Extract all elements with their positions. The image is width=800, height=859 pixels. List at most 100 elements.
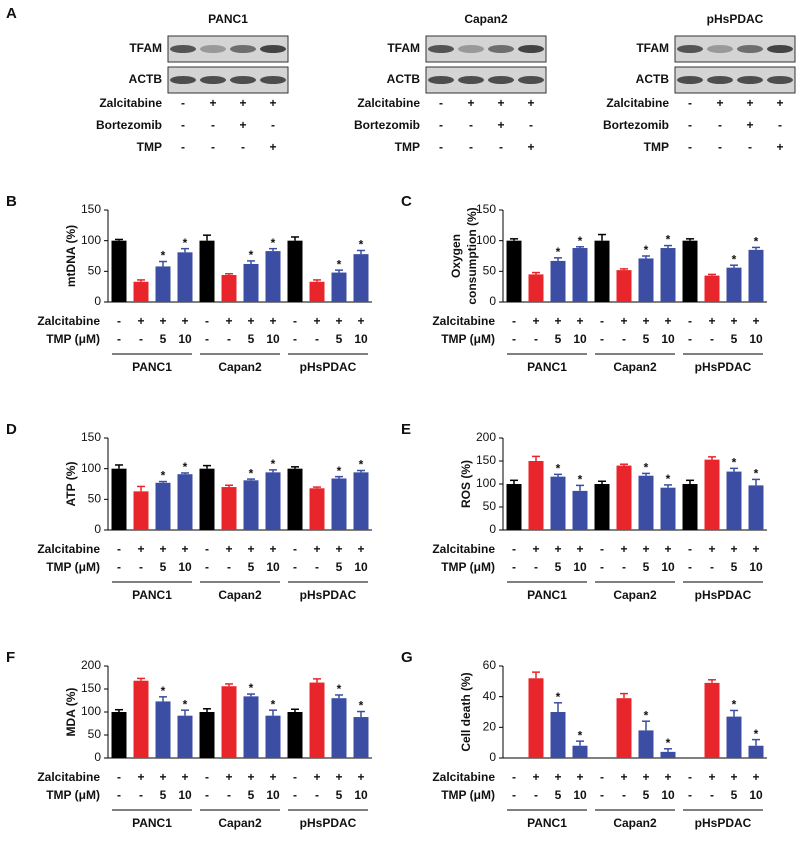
bar — [111, 468, 127, 530]
treatment-label: - — [227, 332, 231, 346]
error-bar — [247, 693, 255, 697]
treatment-label: + — [746, 96, 753, 110]
bar — [616, 698, 632, 758]
treatment-label: - — [622, 788, 626, 802]
treatment-label: - — [688, 332, 692, 346]
treatment-label: + — [752, 770, 759, 784]
treatment-label: - — [600, 314, 604, 328]
y-tick-label: 150 — [476, 202, 496, 216]
significance-mark: * — [161, 249, 166, 263]
panel-letter: D — [6, 421, 17, 438]
treatment-label: 5 — [643, 332, 650, 346]
bar — [682, 240, 698, 302]
error-bar — [115, 708, 123, 712]
treatment-label: - — [205, 314, 209, 328]
bar — [287, 240, 303, 302]
treatment-label: - — [139, 788, 143, 802]
group-label: Capan2 — [613, 588, 657, 602]
error-bar — [620, 692, 628, 699]
error-bar — [181, 247, 189, 253]
treatment-label: - — [205, 770, 209, 784]
treatment-label: + — [532, 770, 539, 784]
error-bar — [137, 279, 145, 282]
treatment-name: TMP (μM) — [46, 788, 100, 802]
treatment-label: + — [247, 314, 254, 328]
significance-mark: * — [732, 698, 737, 712]
bar — [221, 686, 237, 758]
y-tick-label: 50 — [88, 727, 102, 741]
treatment-label: 10 — [749, 788, 763, 802]
treatment-label: 5 — [336, 788, 343, 802]
y-tick-label: 0 — [489, 750, 496, 764]
treatment-label: + — [313, 542, 320, 556]
error-bar — [686, 479, 694, 484]
blot-band — [488, 45, 514, 53]
treatment-label: 10 — [178, 332, 192, 346]
treatment-name: Zalcitabine — [357, 96, 420, 110]
bar — [704, 682, 720, 758]
treatment-name: TMP (μM) — [441, 332, 495, 346]
error-bar — [137, 485, 145, 492]
error-bar — [115, 238, 123, 241]
treatment-name: TMP — [137, 140, 162, 154]
treatment-name: Bortezomib — [603, 118, 669, 132]
significance-mark: * — [644, 243, 649, 257]
treatment-label: + — [247, 770, 254, 784]
treatment-label: + — [664, 770, 671, 784]
treatment-label: 5 — [643, 788, 650, 802]
treatment-label: 5 — [643, 560, 650, 574]
blot-band — [200, 45, 226, 53]
treatment-label: + — [527, 96, 534, 110]
treatment-name: TMP (μM) — [46, 332, 100, 346]
treatment-label: + — [620, 542, 627, 556]
error-bar — [313, 678, 321, 683]
cell-line-title: PANC1 — [208, 12, 248, 26]
blot-band — [677, 76, 703, 84]
treatment-label: + — [209, 96, 216, 110]
treatment-label: 10 — [266, 560, 280, 574]
bar — [265, 715, 281, 758]
treatment-name: Zalcitabine — [606, 96, 669, 110]
error-bar — [532, 671, 540, 679]
significance-mark: * — [556, 245, 561, 259]
treatment-label: - — [710, 560, 714, 574]
treatment-label: + — [159, 770, 166, 784]
y-tick-label: 20 — [483, 720, 497, 734]
treatment-label: + — [181, 770, 188, 784]
treatment-label: + — [716, 96, 723, 110]
treatment-label: + — [159, 542, 166, 556]
error-bar — [730, 709, 738, 717]
bar — [243, 696, 259, 758]
error-bar — [269, 247, 277, 252]
error-bar — [137, 677, 145, 681]
significance-mark: * — [249, 466, 254, 480]
treatment-label: - — [600, 542, 604, 556]
treatment-label: - — [181, 140, 185, 154]
error-bar — [115, 464, 123, 469]
significance-mark: * — [161, 684, 166, 698]
y-axis-label: ATP (%) — [64, 462, 78, 507]
error-bar — [664, 484, 672, 488]
treatment-label: 10 — [661, 332, 675, 346]
error-bar — [291, 236, 299, 241]
treatment-label: 5 — [160, 332, 167, 346]
significance-mark: * — [183, 460, 188, 474]
y-tick-label: 50 — [483, 499, 497, 513]
bar — [199, 712, 215, 758]
bar — [177, 474, 193, 530]
treatment-label: - — [688, 770, 692, 784]
bar — [133, 491, 149, 530]
treatment-label: + — [159, 314, 166, 328]
error-bar — [532, 271, 540, 275]
error-bar — [730, 467, 738, 472]
treatment-label: + — [664, 314, 671, 328]
error-bar — [181, 472, 189, 475]
bar — [550, 712, 566, 758]
bar — [331, 698, 347, 758]
treatment-label: - — [117, 542, 121, 556]
bar — [199, 468, 215, 530]
treatment-label: - — [439, 140, 443, 154]
error-bar — [642, 255, 650, 259]
error-bar — [686, 238, 694, 241]
